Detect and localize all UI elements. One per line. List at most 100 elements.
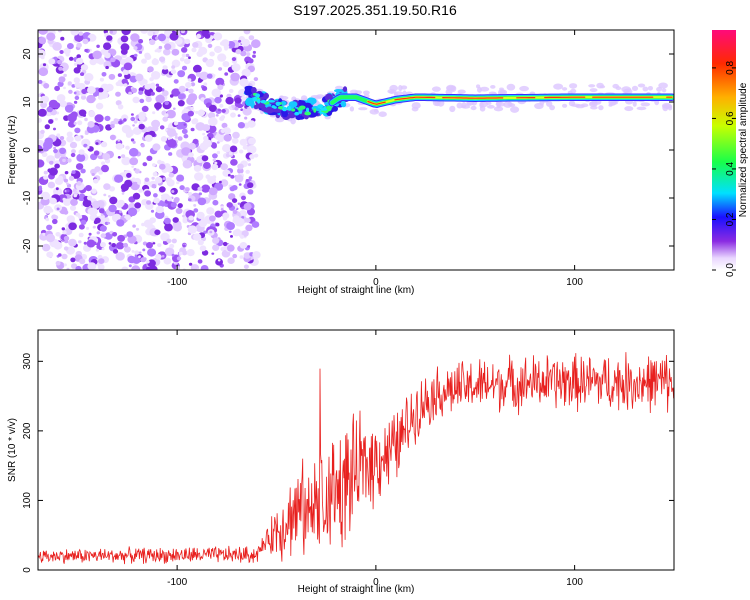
noise-speckle (181, 53, 187, 58)
noise-speckle (214, 210, 223, 218)
noise-speckle (73, 91, 77, 95)
band-halo (374, 108, 379, 113)
noise-speckle (246, 52, 251, 57)
noise-speckle (74, 135, 82, 142)
noise-speckle (225, 96, 234, 105)
noise-speckle (144, 54, 152, 60)
noise-speckle (66, 131, 73, 137)
noise-speckle (152, 111, 156, 115)
noise-speckle (121, 266, 129, 270)
noise-speckle (228, 230, 232, 233)
noise-speckle (152, 32, 156, 35)
noise-speckle (230, 174, 235, 179)
noise-speckle (238, 39, 242, 43)
noise-speckle (146, 260, 150, 264)
noise-speckle (56, 207, 60, 211)
band-halo (599, 85, 606, 89)
noise-speckle (253, 77, 259, 82)
noise-speckle (66, 135, 74, 143)
noise-speckle (127, 207, 138, 217)
noise-speckle (149, 77, 154, 82)
noise-speckle (93, 92, 98, 97)
noise-speckle (202, 132, 206, 136)
colorbar-tick-label: 0.2 (725, 212, 736, 226)
noise-speckle (43, 170, 48, 175)
noise-speckle (115, 251, 125, 261)
noise-speckle (230, 112, 236, 118)
noise-speckle (181, 128, 188, 134)
noise-speckle (173, 107, 176, 110)
noise-speckle (252, 251, 261, 259)
noise-speckle (101, 161, 105, 165)
noise-speckle (209, 230, 213, 234)
noise-speckle (134, 169, 140, 174)
noise-speckle (182, 159, 192, 169)
noise-speckle (78, 224, 85, 230)
noise-speckle (70, 111, 78, 118)
noise-speckle (142, 248, 146, 252)
noise-speckle (140, 30, 149, 34)
band-blob (313, 108, 317, 113)
noise-speckle (62, 67, 68, 72)
noise-speckle (142, 162, 148, 167)
noise-speckle (195, 122, 206, 131)
noise-speckle (172, 254, 181, 263)
noise-speckle (68, 56, 74, 61)
noise-speckle (120, 35, 129, 43)
noise-speckle (115, 143, 124, 150)
noise-speckle (45, 217, 50, 222)
noise-speckle (141, 222, 145, 227)
noise-speckle (187, 191, 193, 197)
band-halo (661, 88, 667, 93)
noise-speckle (206, 207, 215, 215)
noise-speckle (222, 144, 232, 153)
noise-speckle (187, 78, 192, 82)
noise-speckle (78, 232, 84, 238)
band-halo (612, 83, 619, 89)
band-halo (589, 88, 598, 93)
noise-speckle (123, 62, 133, 71)
noise-speckle (68, 222, 77, 231)
noise-speckle (62, 158, 66, 163)
noise-speckle (56, 94, 66, 102)
noise-speckle (42, 232, 46, 236)
noise-speckle (86, 94, 96, 104)
noise-speckle (129, 157, 139, 166)
noise-speckle (71, 170, 76, 175)
noise-speckle (230, 235, 233, 238)
noise-speckle (58, 76, 66, 83)
noise-speckle (203, 162, 211, 169)
noise-speckle (82, 38, 89, 45)
noise-speckle (130, 33, 140, 42)
noise-speckle (215, 222, 220, 227)
noise-speckle (244, 116, 248, 120)
noise-speckle (164, 223, 173, 232)
signal-band-layer (367, 96, 673, 105)
noise-speckle (67, 120, 76, 128)
snr-frame (37, 329, 675, 571)
band-halo (499, 87, 504, 91)
noise-speckle (44, 124, 50, 130)
noise-speckle (103, 193, 107, 197)
noise-speckle (66, 158, 72, 163)
noise-speckle (38, 79, 43, 84)
noise-speckle (87, 195, 93, 201)
band-halo (479, 105, 486, 112)
noise-speckle (100, 141, 108, 148)
noise-speckle (68, 238, 77, 247)
noise-speckle (104, 115, 111, 122)
noise-speckle (221, 39, 230, 47)
x-tick-label: 100 (566, 577, 583, 588)
band-halo (349, 89, 359, 94)
noise-speckle (182, 244, 186, 248)
noise-speckle (47, 181, 56, 189)
noise-speckle (73, 100, 78, 104)
noise-speckle (147, 66, 154, 73)
noise-speckle (63, 235, 70, 241)
noise-speckle (54, 85, 60, 92)
noise-speckle (185, 88, 189, 92)
band-blob (265, 106, 274, 114)
noise-speckle (73, 121, 77, 125)
y-tick-label: -20 (22, 238, 33, 253)
